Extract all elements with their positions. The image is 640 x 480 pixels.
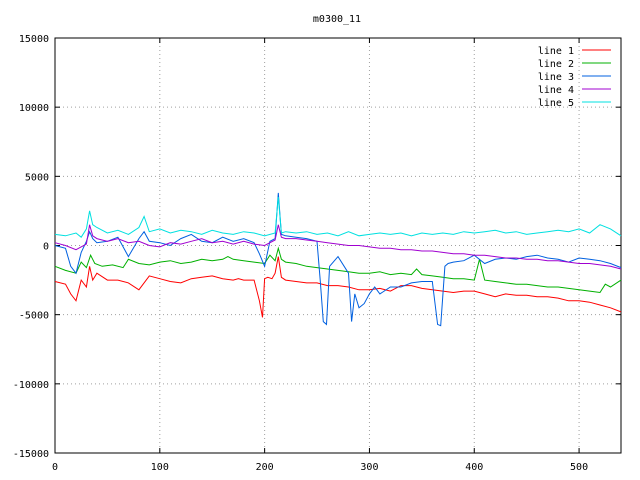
x-tick-label: 100 — [151, 462, 169, 473]
series-line-4 — [54, 224, 622, 270]
legend-label: line 1 — [538, 46, 574, 57]
y-tick-label: -15000 — [13, 449, 49, 460]
legend-label: line 4 — [538, 85, 574, 96]
series-line-3 — [54, 192, 622, 327]
series-line-5 — [54, 197, 622, 238]
legend-label: line 5 — [538, 98, 574, 109]
legend-label: line 2 — [538, 59, 574, 70]
chart-title: m0300_11 — [313, 14, 361, 25]
grid — [55, 38, 621, 453]
y-tick-label: 15000 — [19, 34, 49, 45]
x-tick-label: 0 — [52, 462, 58, 473]
x-tick-label: 400 — [465, 462, 483, 473]
series-group — [54, 192, 622, 327]
y-tick-label: 10000 — [19, 103, 49, 114]
series-line-1 — [54, 256, 622, 318]
x-tick-label: 200 — [256, 462, 274, 473]
y-tick-label: -10000 — [13, 380, 49, 391]
axes: 0 100 200 300 400 500 -15000 -10000 -5000 0 5000 10… — [13, 34, 622, 473]
y-tick-label: 5000 — [25, 172, 49, 183]
x-tick-label: 500 — [570, 462, 588, 473]
legend: line 1 line 2 line 3 line 4 line 5 — [538, 46, 611, 109]
x-tick-label: 300 — [360, 462, 378, 473]
series-line-2 — [54, 246, 622, 294]
y-tick-label: 0 — [43, 242, 49, 253]
legend-label: line 3 — [538, 72, 574, 83]
y-tick-label: -5000 — [19, 311, 49, 322]
